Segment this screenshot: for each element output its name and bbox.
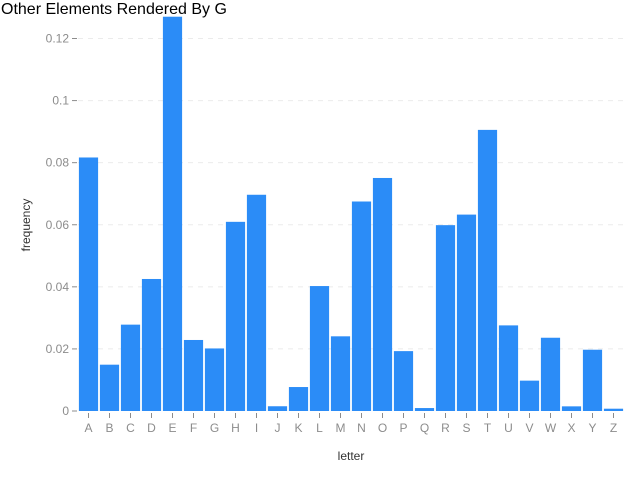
x-tick-label: R bbox=[441, 421, 450, 435]
bar-i bbox=[246, 194, 267, 411]
x-tick-label: K bbox=[294, 421, 302, 435]
bar-d bbox=[141, 278, 162, 411]
x-tick-label: D bbox=[147, 421, 156, 435]
bar-r bbox=[435, 225, 456, 411]
bar-k bbox=[288, 387, 309, 411]
y-tick-label: 0.02 bbox=[46, 342, 70, 356]
x-tick-label: C bbox=[126, 421, 135, 435]
bar-f bbox=[183, 339, 204, 411]
bar-t bbox=[477, 129, 498, 412]
bar-n bbox=[351, 201, 372, 411]
bar-y bbox=[582, 349, 603, 411]
x-tick-label: H bbox=[231, 421, 240, 435]
y-axis: 0 0.02 0.04 0.06 0.08 0.1 0.12 bbox=[46, 32, 77, 418]
bar-j bbox=[267, 406, 288, 411]
x-tick-label: O bbox=[378, 421, 387, 435]
x-tick-label: J bbox=[275, 421, 281, 435]
grid-lines bbox=[78, 38, 624, 350]
bar-v bbox=[519, 380, 540, 411]
bar-h bbox=[225, 221, 246, 411]
bar-p bbox=[393, 351, 414, 411]
y-tick-label: 0.04 bbox=[46, 280, 70, 294]
bar-z bbox=[603, 408, 624, 411]
y-tick-label: 0 bbox=[62, 404, 69, 418]
bar-u bbox=[498, 325, 519, 411]
x-tick-label: N bbox=[357, 421, 366, 435]
y-tick-label: 0.06 bbox=[46, 218, 70, 232]
x-tick-label: A bbox=[84, 421, 92, 435]
x-tick-label: W bbox=[545, 421, 557, 435]
bar-o bbox=[372, 177, 393, 411]
bar-q bbox=[414, 408, 435, 411]
x-tick-label: P bbox=[399, 421, 407, 435]
x-tick-label: T bbox=[484, 421, 492, 435]
y-tick-label: 0.08 bbox=[46, 156, 70, 170]
x-tick-label: U bbox=[504, 421, 513, 435]
bar-b bbox=[99, 364, 120, 411]
x-tick-label: Z bbox=[610, 421, 617, 435]
x-tick-label: V bbox=[525, 421, 533, 435]
x-tick-label: S bbox=[462, 421, 470, 435]
x-tick-label: B bbox=[105, 421, 113, 435]
x-tick-label: Y bbox=[588, 421, 596, 435]
bar-e bbox=[162, 16, 183, 412]
bar-l bbox=[309, 286, 330, 411]
x-tick-label: F bbox=[190, 421, 197, 435]
x-tick-label: Q bbox=[420, 421, 429, 435]
y-tick-label: 0.12 bbox=[46, 32, 70, 46]
bar-c bbox=[120, 324, 141, 411]
x-tick-label: E bbox=[168, 421, 176, 435]
bar-m bbox=[330, 336, 351, 411]
x-tick-label: X bbox=[567, 421, 575, 435]
x-axis-title: letter bbox=[338, 449, 365, 463]
x-tick-label: G bbox=[210, 421, 219, 435]
bar-x bbox=[561, 406, 582, 411]
bar-a bbox=[78, 157, 99, 411]
x-tick-label: M bbox=[336, 421, 346, 435]
y-tick-label: 0.1 bbox=[52, 94, 69, 108]
bar-s bbox=[456, 214, 477, 411]
bar-w bbox=[540, 337, 561, 411]
bars bbox=[78, 16, 624, 412]
chart-title: Other Elements Rendered By G bbox=[1, 1, 227, 18]
x-tick-label: I bbox=[255, 421, 258, 435]
x-tick-label: L bbox=[316, 421, 323, 435]
bar-g bbox=[204, 348, 225, 411]
y-axis-title: frequency bbox=[19, 199, 33, 252]
